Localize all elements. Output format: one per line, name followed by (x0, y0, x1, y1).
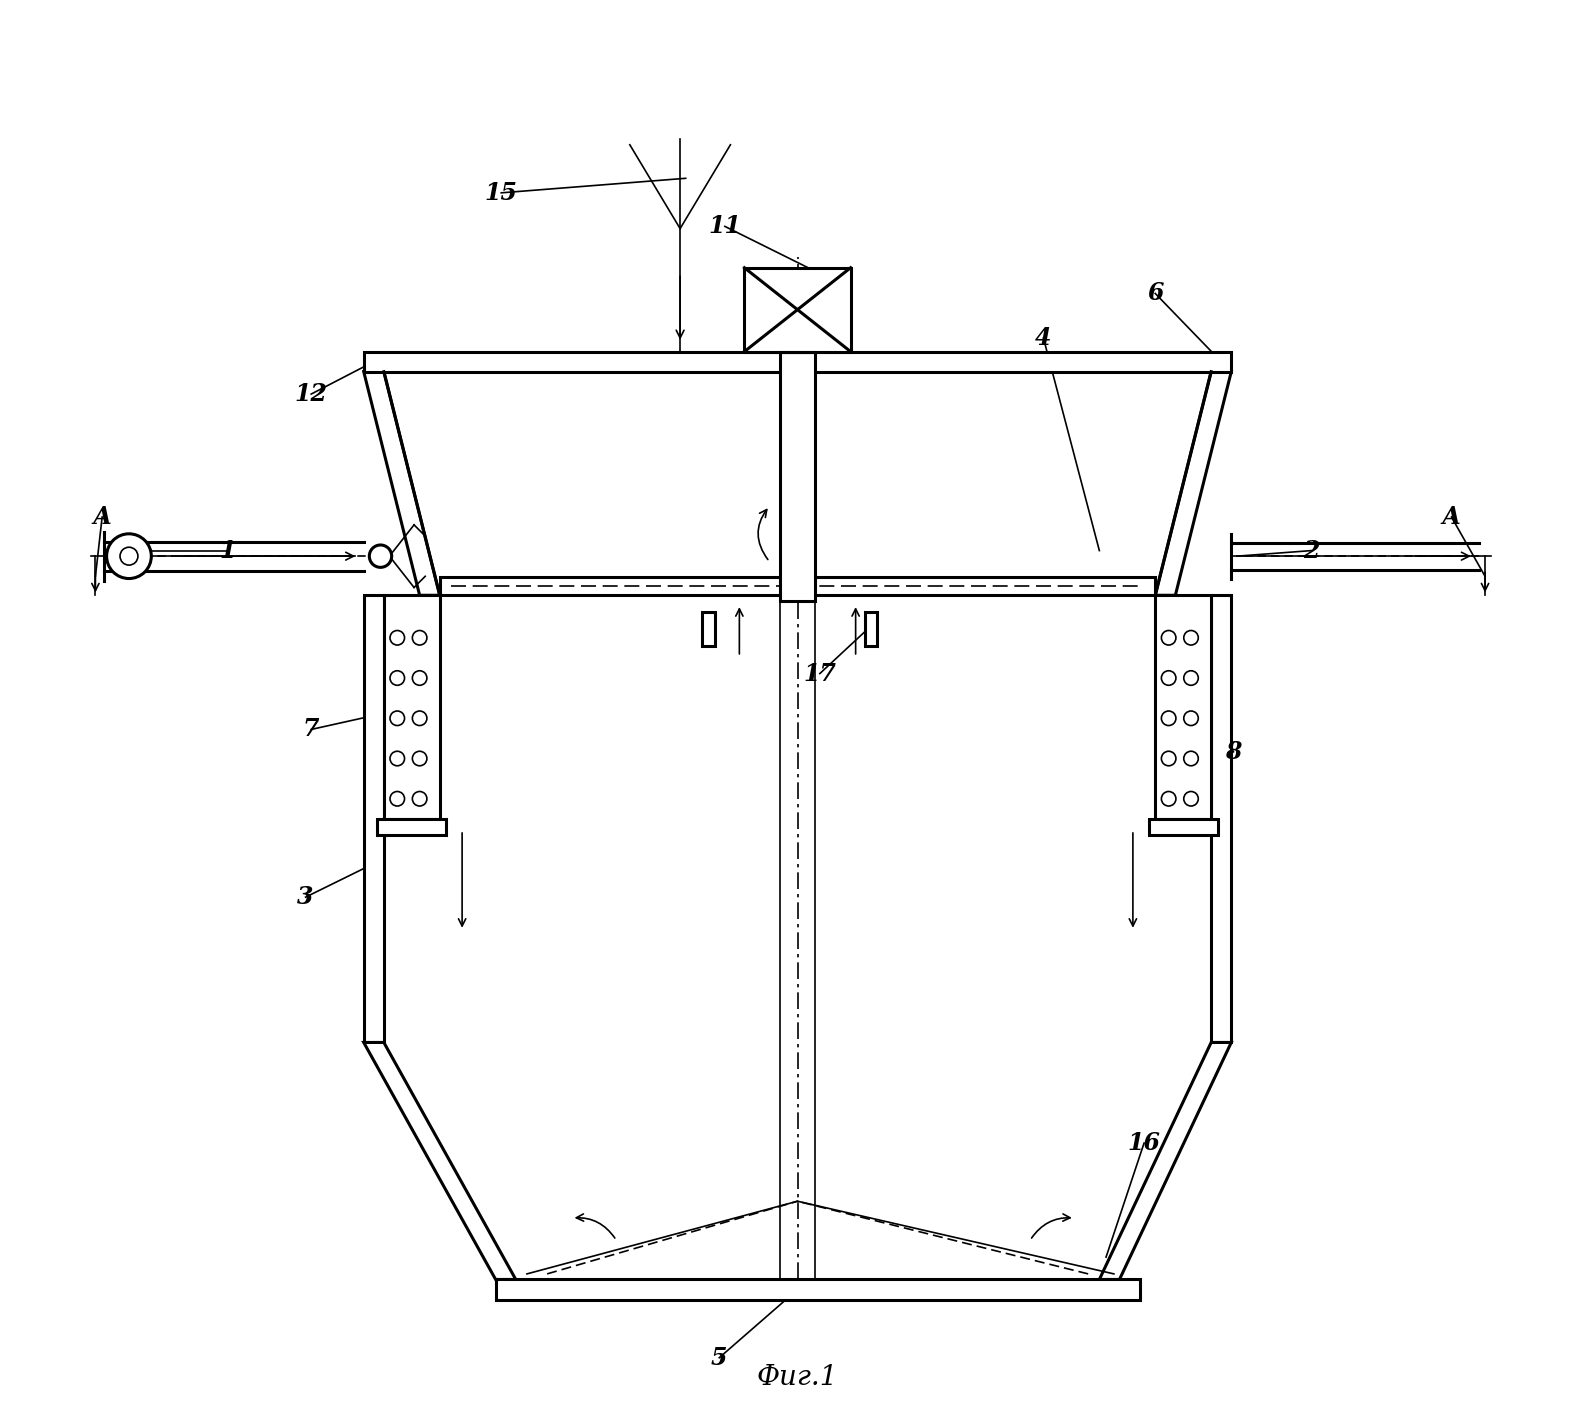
Bar (864, 612, 877, 645)
Bar (384, 595, 440, 819)
Bar (384, 595, 440, 819)
Text: 6: 6 (1147, 282, 1163, 306)
Circle shape (391, 711, 405, 725)
Bar (1211, 595, 1231, 1042)
Bar (1148, 819, 1219, 835)
Circle shape (391, 671, 405, 685)
Bar (364, 352, 1231, 372)
Circle shape (1183, 791, 1198, 807)
Circle shape (413, 711, 427, 725)
Bar (1148, 819, 1219, 835)
Text: 2: 2 (1303, 539, 1321, 563)
Text: 11: 11 (708, 215, 742, 239)
Circle shape (413, 791, 427, 807)
Text: 17: 17 (804, 662, 836, 686)
Text: 15: 15 (485, 181, 518, 205)
Text: А: А (93, 505, 112, 529)
Bar (745, 268, 850, 352)
Text: 3: 3 (297, 885, 314, 909)
Circle shape (370, 544, 392, 567)
Polygon shape (1155, 372, 1231, 595)
Circle shape (413, 630, 427, 645)
Text: 16: 16 (1128, 1131, 1161, 1155)
Circle shape (107, 533, 152, 578)
Circle shape (1183, 711, 1198, 725)
Circle shape (1161, 711, 1176, 725)
Text: 1: 1 (219, 539, 236, 563)
Text: 5: 5 (711, 1345, 727, 1369)
Circle shape (391, 630, 405, 645)
Bar (376, 819, 447, 835)
Circle shape (391, 751, 405, 766)
Bar (376, 819, 447, 835)
Circle shape (1183, 630, 1198, 645)
Text: 4: 4 (1035, 325, 1051, 351)
Circle shape (1161, 671, 1176, 685)
Circle shape (391, 791, 405, 807)
Circle shape (413, 671, 427, 685)
Circle shape (1161, 751, 1176, 766)
Polygon shape (364, 372, 440, 595)
Bar (440, 578, 1155, 595)
Bar (364, 352, 1231, 372)
Circle shape (1161, 630, 1176, 645)
Bar (702, 612, 715, 645)
Circle shape (1183, 671, 1198, 685)
Circle shape (413, 751, 427, 766)
Bar (496, 1280, 1139, 1299)
Text: 7: 7 (303, 717, 319, 741)
Bar (364, 595, 384, 1042)
Bar (364, 595, 384, 1042)
Circle shape (120, 547, 137, 565)
Text: 12: 12 (295, 382, 327, 405)
Circle shape (1161, 791, 1176, 807)
Bar (1211, 595, 1231, 1042)
Bar (496, 1280, 1139, 1299)
Bar (1155, 595, 1211, 819)
Polygon shape (1099, 1042, 1231, 1280)
Polygon shape (364, 1042, 515, 1280)
Bar (1155, 595, 1211, 819)
Circle shape (1183, 751, 1198, 766)
Text: 8: 8 (1225, 739, 1243, 763)
Text: Фиг.1: Фиг.1 (756, 1364, 839, 1392)
Bar (780, 352, 815, 600)
Text: А: А (1442, 505, 1461, 529)
